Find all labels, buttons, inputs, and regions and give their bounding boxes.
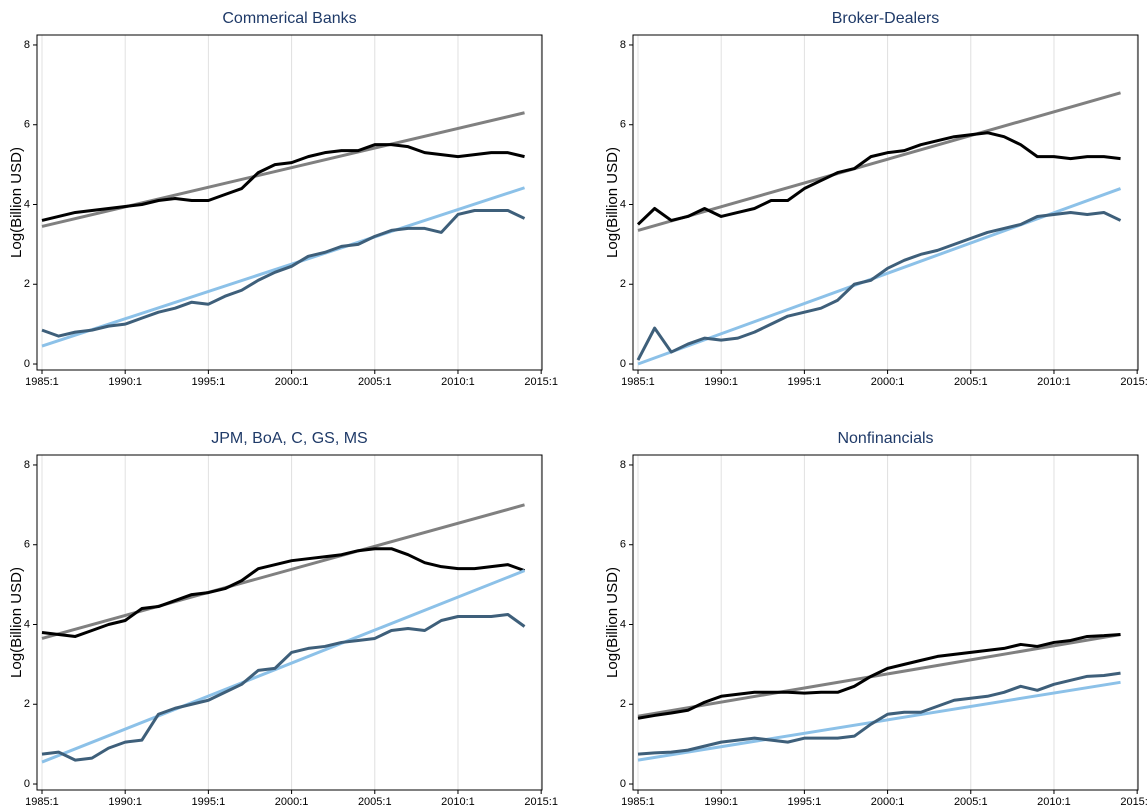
y-tick-label: 6 <box>24 539 30 551</box>
x-tick-label: 1985:1 <box>621 796 655 807</box>
x-tick-label: 2010:1 <box>1037 376 1071 388</box>
x-tick-label: 2015:1 <box>524 796 558 807</box>
x-tick-label: 1995:1 <box>192 376 226 388</box>
plot-frame <box>36 34 543 371</box>
y-axis-label: Log(Billion USD) <box>604 567 621 678</box>
x-tick-label: 2000:1 <box>871 796 905 807</box>
x-tick-label: 2015:1 <box>1120 376 1148 388</box>
series-line <box>637 187 1122 366</box>
x-tick-label: 1985:1 <box>25 376 59 388</box>
y-tick-label: 6 <box>24 119 30 131</box>
y-tick-label: 8 <box>24 39 30 51</box>
plot-frame <box>632 454 1139 791</box>
y-tick-label: 0 <box>620 778 626 790</box>
x-tick-label: 2010:1 <box>441 376 475 388</box>
series-line <box>637 632 1121 720</box>
plot-frame <box>632 34 1139 371</box>
x-tick-label: 2000:1 <box>275 376 309 388</box>
y-tick-label: 2 <box>620 698 626 710</box>
chart-title: Commerical Banks <box>222 10 356 27</box>
y-tick-label: 0 <box>620 358 626 370</box>
x-tick-label: 2005:1 <box>954 376 988 388</box>
plot-frame <box>36 454 543 791</box>
x-tick-label: 1985:1 <box>25 796 59 807</box>
x-tick-label: 1995:1 <box>788 796 822 807</box>
series-line <box>41 613 526 762</box>
y-axis-label: Log(Billion USD) <box>8 147 25 258</box>
series-line <box>41 208 526 338</box>
series-line <box>637 91 1121 232</box>
series-line <box>637 680 1121 762</box>
x-tick-label: 1990:1 <box>704 796 738 807</box>
series-line <box>41 111 525 228</box>
series-line <box>41 503 525 640</box>
chart-title: Nonfinancials <box>837 430 933 447</box>
series-line <box>636 210 1122 361</box>
y-tick-label: 6 <box>620 539 626 551</box>
x-tick-label: 1985:1 <box>621 376 655 388</box>
y-tick-label: 4 <box>24 618 30 630</box>
y-tick-label: 8 <box>24 459 30 471</box>
y-axis-label: Log(Billion USD) <box>8 567 25 678</box>
series-line <box>41 186 525 348</box>
y-axis-label: Log(Billion USD) <box>604 147 621 258</box>
x-tick-label: 1990:1 <box>108 376 142 388</box>
chart-title: JPM, BoA, C, GS, MS <box>211 430 367 447</box>
y-tick-label: 4 <box>24 198 30 210</box>
series-line <box>636 131 1121 226</box>
series-line <box>637 632 1121 718</box>
x-tick-label: 2015:1 <box>524 376 558 388</box>
y-tick-label: 0 <box>24 778 30 790</box>
y-tick-label: 2 <box>24 698 30 710</box>
x-tick-label: 1990:1 <box>704 376 738 388</box>
x-tick-label: 2005:1 <box>358 796 392 807</box>
y-tick-label: 4 <box>620 618 626 630</box>
x-tick-label: 2005:1 <box>954 796 988 807</box>
x-tick-label: 2005:1 <box>358 376 392 388</box>
series-line <box>41 569 526 764</box>
y-tick-label: 4 <box>620 198 626 210</box>
series-line <box>41 547 526 638</box>
series-line <box>41 143 525 222</box>
series-line <box>637 671 1121 756</box>
x-tick-label: 2000:1 <box>275 796 309 807</box>
y-tick-label: 8 <box>620 459 626 471</box>
x-tick-label: 2000:1 <box>871 376 905 388</box>
x-tick-label: 1990:1 <box>108 796 142 807</box>
y-tick-label: 2 <box>24 278 30 290</box>
x-tick-label: 2015:1 <box>1120 796 1148 807</box>
y-tick-label: 6 <box>620 119 626 131</box>
x-tick-label: 1995:1 <box>192 796 226 807</box>
y-tick-label: 0 <box>24 358 30 370</box>
y-tick-label: 8 <box>620 39 626 51</box>
chart-title: Broker-Dealers <box>832 10 940 27</box>
x-tick-label: 2010:1 <box>441 796 475 807</box>
x-tick-label: 1995:1 <box>788 376 822 388</box>
y-tick-label: 2 <box>620 278 626 290</box>
x-tick-label: 2010:1 <box>1037 796 1071 807</box>
